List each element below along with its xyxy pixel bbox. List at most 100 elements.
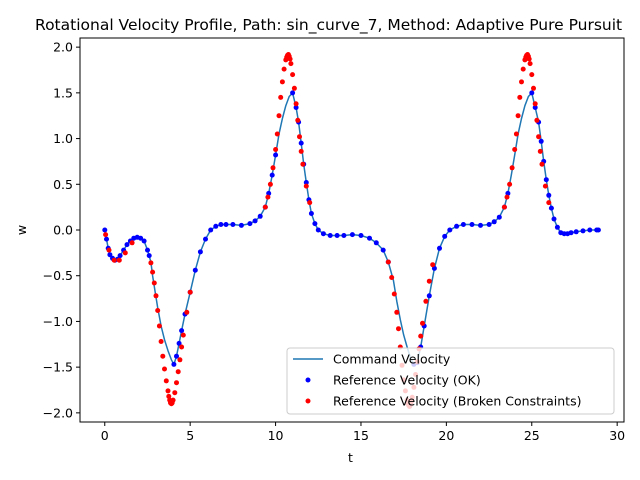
x-tick-label: 0 bbox=[101, 428, 109, 443]
x-tick-label: 15 bbox=[353, 428, 369, 443]
reference-broken-point bbox=[116, 257, 122, 263]
y-axis-label: w bbox=[14, 225, 29, 235]
reference-ok-point bbox=[208, 227, 214, 233]
reference-broken-point bbox=[279, 79, 285, 85]
reference-ok-point bbox=[117, 253, 123, 259]
reference-broken-point bbox=[295, 117, 301, 123]
reference-broken-point bbox=[527, 61, 533, 67]
plot-frame bbox=[79, 37, 625, 423]
reference-broken-point bbox=[546, 200, 552, 206]
reference-broken-point bbox=[512, 147, 518, 152]
x-tick-label: 30 bbox=[609, 428, 625, 443]
reference-broken-point bbox=[156, 323, 162, 329]
reference-ok-point bbox=[358, 233, 364, 238]
reference-ok-point bbox=[426, 293, 432, 299]
reference-broken-point bbox=[307, 200, 313, 206]
reference-broken-point bbox=[534, 117, 540, 123]
reference-ok-point bbox=[568, 230, 574, 236]
reference-broken-point bbox=[184, 309, 190, 315]
y-tick-label: 1.0 bbox=[53, 131, 73, 146]
reference-ok-point bbox=[587, 227, 593, 233]
reference-broken-point bbox=[507, 181, 513, 187]
reference-broken-point bbox=[111, 257, 117, 263]
reference-ok-point bbox=[124, 242, 130, 248]
reference-broken-point bbox=[539, 161, 545, 167]
reference-broken-point bbox=[513, 131, 519, 137]
reference-ok-point bbox=[230, 222, 236, 227]
y-tick-label: 0.0 bbox=[53, 223, 73, 238]
x-axis-label: t bbox=[348, 450, 353, 465]
reference-ok-point bbox=[273, 152, 279, 158]
reference-ok-point bbox=[442, 233, 448, 239]
x-axis-ticks: 0 5 10 15 20 25 30 bbox=[101, 422, 625, 443]
reference-ok-point bbox=[192, 267, 198, 273]
reference-broken-point bbox=[288, 61, 294, 67]
reference-broken-point bbox=[180, 332, 186, 338]
y-axis-ticks: −2.0 −1.5 −1.0 −0.5 0.0 0.5 1.0 1.5 2.0 bbox=[43, 40, 80, 420]
reference-broken-point bbox=[529, 72, 535, 78]
reference-ok-point bbox=[298, 140, 304, 146]
reference-ok-point bbox=[546, 192, 552, 198]
reference-broken-point bbox=[536, 134, 542, 140]
reference-broken-point bbox=[293, 101, 299, 107]
reference-broken-point bbox=[172, 390, 178, 396]
y-tick-label: −2.0 bbox=[43, 405, 73, 420]
y-tick-label: −0.5 bbox=[43, 268, 73, 283]
reference-ok-point bbox=[303, 180, 309, 185]
x-tick-label: 5 bbox=[186, 428, 194, 443]
reference-ok-point bbox=[179, 328, 185, 334]
reference-broken-point bbox=[270, 165, 276, 171]
reference-broken-point bbox=[179, 344, 185, 350]
reference-ok-point bbox=[573, 229, 579, 235]
reference-broken-point bbox=[298, 148, 304, 154]
reference-broken-point bbox=[153, 293, 159, 299]
reference-ok-point bbox=[315, 227, 321, 233]
reference-broken-point bbox=[391, 291, 397, 297]
reference-ok-point bbox=[341, 233, 347, 238]
reference-ok-point bbox=[478, 222, 483, 228]
reference-ok-point bbox=[312, 221, 318, 227]
reference-broken-point bbox=[531, 85, 536, 91]
reference-broken-point bbox=[163, 378, 169, 384]
reference-broken-point bbox=[504, 194, 510, 200]
reference-broken-point bbox=[517, 94, 523, 100]
reference-broken-point bbox=[430, 262, 436, 268]
reference-ok-point bbox=[454, 223, 460, 229]
reference-ok-point bbox=[491, 219, 497, 225]
reference-broken-points bbox=[103, 52, 552, 409]
reference-ok-point bbox=[252, 218, 258, 224]
reference-ok-point bbox=[460, 222, 466, 227]
y-tick-label: 2.0 bbox=[53, 40, 73, 55]
reference-ok-point bbox=[349, 232, 355, 238]
reference-ok-point bbox=[102, 227, 108, 233]
reference-ok-point bbox=[437, 245, 442, 251]
x-tick-label: 25 bbox=[524, 428, 540, 443]
x-tick-label: 10 bbox=[268, 428, 284, 443]
legend-broken-swatch bbox=[305, 398, 311, 404]
reference-broken-point bbox=[542, 183, 548, 189]
reference-ok-point bbox=[218, 222, 224, 227]
reference-ok-point bbox=[174, 353, 179, 359]
reference-broken-point bbox=[532, 101, 538, 107]
reference-ok-point bbox=[580, 228, 586, 234]
reference-broken-point bbox=[291, 85, 297, 91]
reference-ok-point bbox=[171, 361, 177, 367]
reference-broken-point bbox=[273, 147, 279, 152]
reference-broken-point bbox=[155, 308, 161, 313]
reference-ok-point bbox=[141, 238, 147, 244]
reference-broken-point bbox=[274, 131, 280, 137]
reference-ok-point bbox=[176, 340, 182, 346]
reference-broken-point bbox=[385, 259, 391, 265]
reference-broken-point bbox=[300, 161, 306, 167]
reference-broken-point bbox=[281, 66, 287, 72]
reference-ok-point bbox=[247, 221, 253, 227]
reference-broken-point bbox=[526, 56, 532, 62]
plot-marks bbox=[102, 52, 601, 409]
reference-broken-point bbox=[389, 275, 395, 280]
reference-broken-point bbox=[170, 397, 176, 403]
reference-ok-point bbox=[532, 105, 538, 110]
reference-ok-point bbox=[269, 172, 275, 178]
reference-ok-point bbox=[308, 211, 314, 216]
reference-broken-point bbox=[129, 240, 135, 246]
legend-ok-label: Reference Velocity (OK) bbox=[333, 373, 481, 388]
